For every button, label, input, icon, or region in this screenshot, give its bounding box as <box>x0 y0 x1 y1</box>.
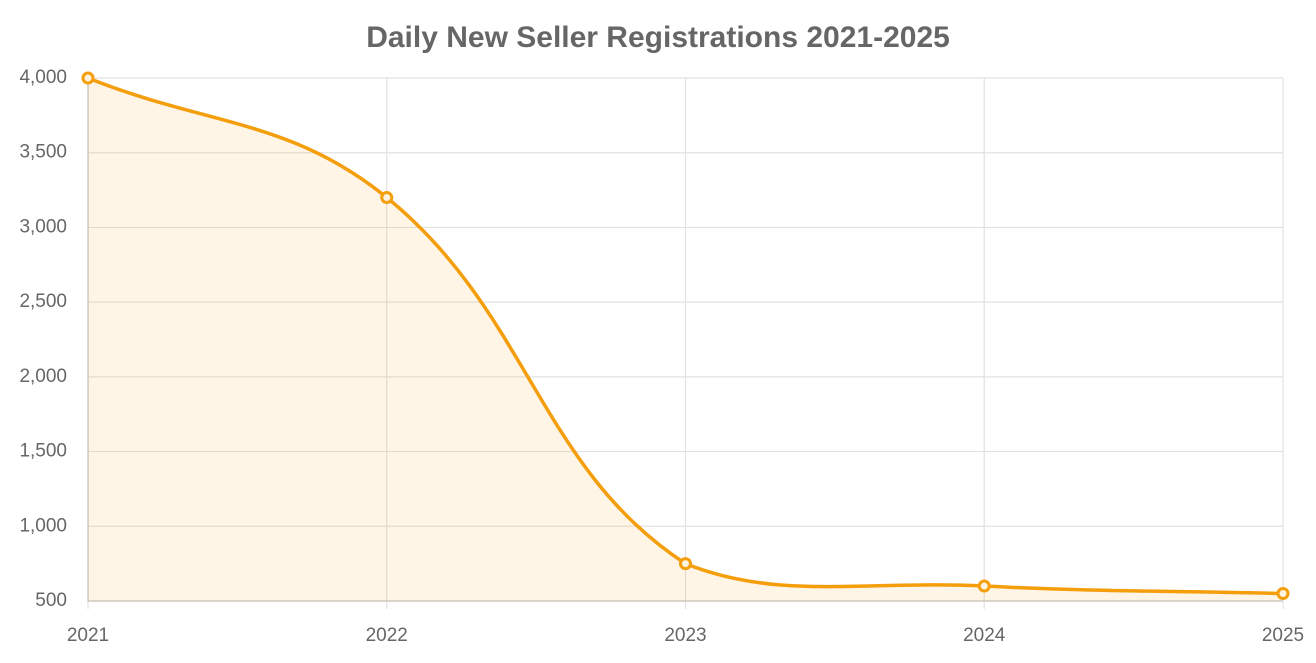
y-tick-label: 1,000 <box>19 515 67 536</box>
point <box>1276 587 1290 601</box>
line <box>87 76 1284 596</box>
point <box>977 579 991 593</box>
y-tick-label: 1,500 <box>19 441 67 462</box>
y-tick-label: 4,000 <box>19 67 67 88</box>
area <box>88 78 1283 601</box>
x-tick-label: 2025 <box>1262 625 1304 646</box>
x-tick-label: 2021 <box>67 625 109 646</box>
y-tick-label: 500 <box>35 590 67 611</box>
x-tick-label: 2024 <box>963 625 1006 646</box>
point <box>380 191 394 205</box>
point <box>679 557 692 571</box>
chart-title: Daily New Seller Registrations 2021-2025 <box>366 21 950 54</box>
y-tick-label: 2,000 <box>19 366 67 387</box>
y-tick-label: 3,500 <box>19 142 67 163</box>
x-tick-label: 2022 <box>366 625 408 646</box>
point <box>81 71 95 85</box>
x-tick-label: 2023 <box>664 625 706 646</box>
y-tick-label: 2,500 <box>19 291 67 312</box>
y-tick-label: 3,000 <box>19 216 67 237</box>
